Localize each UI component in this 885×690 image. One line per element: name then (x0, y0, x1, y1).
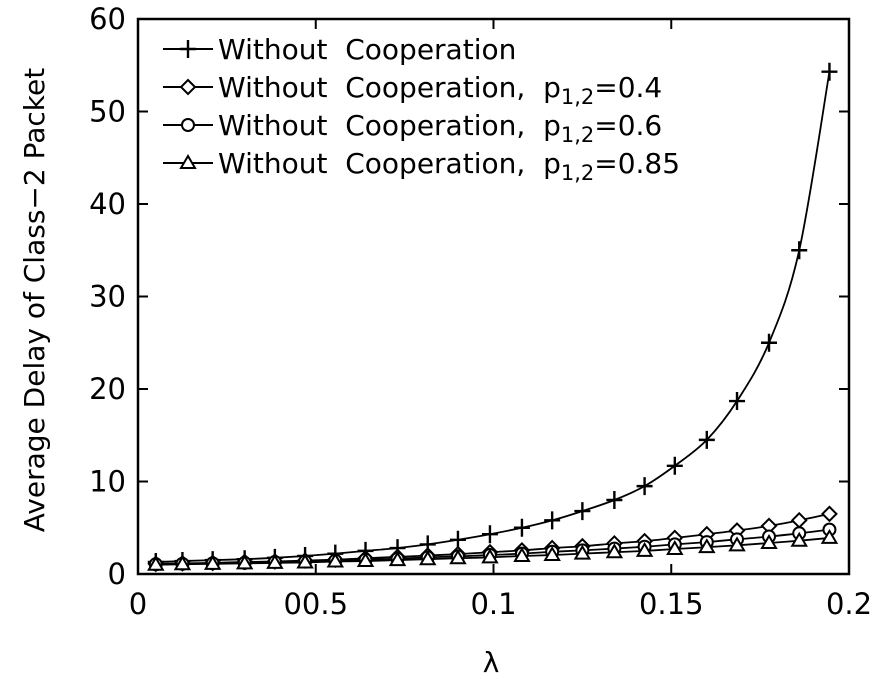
legend-label: Without Cooperation, p1,2=0.85 (218, 147, 680, 185)
x-axis-label: λ (483, 646, 500, 679)
legend-label: Without Cooperation, p1,2=0.6 (218, 109, 662, 147)
y-tick-label: 50 (89, 95, 126, 129)
diamond-marker (792, 513, 806, 527)
x-tick-label: 0 (129, 587, 147, 621)
plus-marker (761, 334, 777, 352)
plus-marker (574, 502, 590, 520)
series-line (156, 72, 830, 562)
y-axis-label: Average Delay of Class−2 Packet (18, 68, 51, 532)
legend: Without Cooperation Without Cooperation, … (163, 33, 680, 185)
plus-marker (667, 457, 683, 475)
legend-label: Without Cooperation (218, 33, 516, 66)
legend-item-plus: Without Cooperation (163, 33, 516, 66)
x-tick-label: 0.1 (470, 587, 516, 621)
plus-marker (821, 63, 837, 81)
y-tick-label: 40 (89, 187, 126, 221)
diamond-marker (181, 80, 195, 94)
legend-item-circle: Without Cooperation, p1,2=0.6 (163, 109, 662, 147)
x-tick-label: 0.15 (639, 587, 704, 621)
plus-marker (637, 477, 653, 495)
plus-marker (544, 511, 560, 529)
y-tick-label: 30 (89, 280, 126, 314)
circle-marker (182, 119, 194, 131)
x-tick-label: 0.2 (826, 587, 872, 621)
plus-marker (180, 40, 196, 58)
plus-marker (482, 525, 498, 543)
plus-marker (514, 519, 530, 537)
legend-item-diamond: Without Cooperation, p1,2=0.4 (163, 71, 662, 109)
legend-label: Without Cooperation, p1,2=0.4 (218, 71, 662, 109)
y-tick-label: 20 (89, 372, 126, 406)
plus-marker (606, 491, 622, 509)
plus-marker (729, 392, 745, 410)
legend-item-triangle: Without Cooperation, p1,2=0.85 (163, 147, 680, 185)
y-tick-label: 60 (89, 2, 126, 36)
x-tick-label: 00.5 (283, 587, 348, 621)
diamond-marker (822, 507, 836, 521)
plus-marker (791, 241, 807, 259)
y-tick-label: 0 (108, 557, 126, 591)
y-tick-label: 10 (89, 465, 126, 499)
